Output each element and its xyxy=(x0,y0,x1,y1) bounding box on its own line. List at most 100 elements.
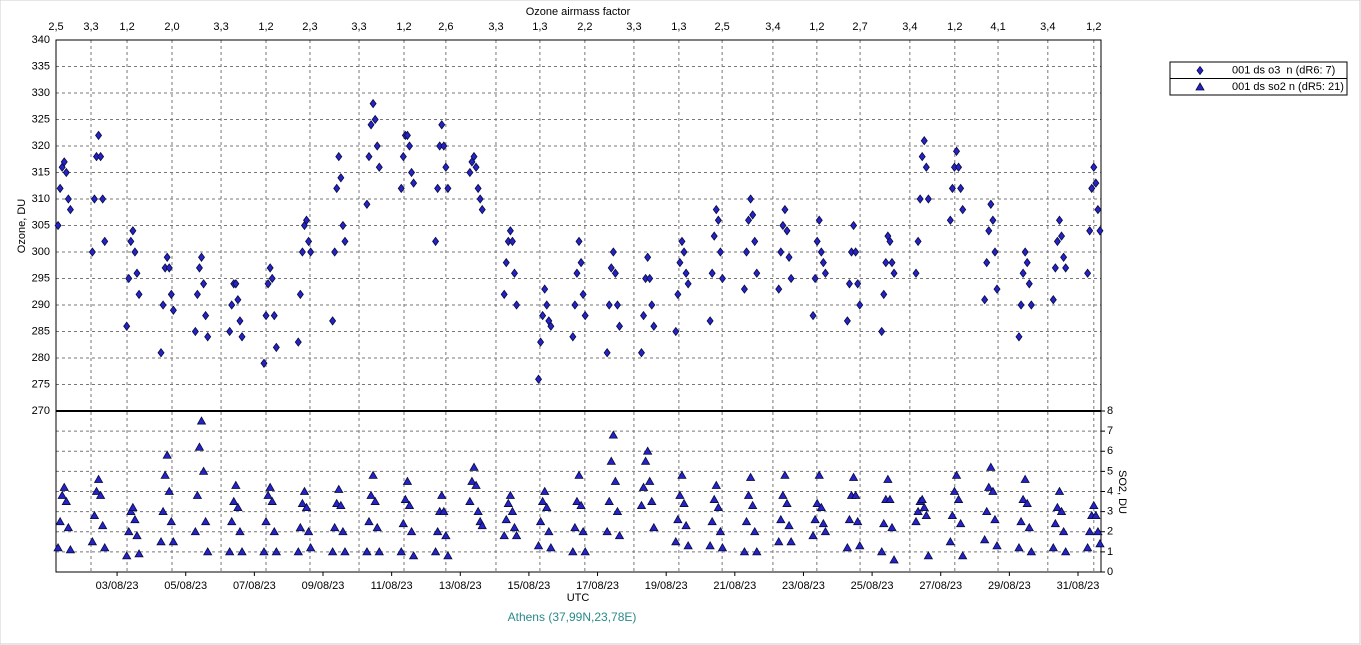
data-point xyxy=(852,516,863,526)
data-point xyxy=(957,183,965,194)
data-point xyxy=(473,506,483,516)
data-point xyxy=(535,516,546,526)
data-point xyxy=(234,295,242,305)
data-point xyxy=(268,273,276,284)
data-point xyxy=(1023,257,1031,268)
data-point xyxy=(547,321,555,331)
data-point xyxy=(1084,526,1095,536)
data-point xyxy=(987,199,995,209)
data-point xyxy=(612,506,623,516)
data-point xyxy=(439,506,449,516)
data-point xyxy=(127,236,135,247)
x2-tick-label: 3,4 xyxy=(902,21,917,33)
data-point xyxy=(1091,510,1101,520)
x2-tick-label: 3,3 xyxy=(488,21,503,33)
data-point xyxy=(266,263,274,273)
data-point xyxy=(303,526,314,536)
data-point xyxy=(198,466,209,475)
data-point xyxy=(198,252,206,262)
data-point xyxy=(546,543,556,552)
y2-tick-label: 4 xyxy=(1107,485,1113,497)
data-point xyxy=(741,516,752,526)
data-point xyxy=(924,194,932,204)
data-point xyxy=(844,514,855,524)
data-point xyxy=(375,162,383,172)
data-point xyxy=(880,289,888,300)
data-point xyxy=(1022,498,1032,507)
data-point xyxy=(1058,526,1069,536)
data-point xyxy=(705,541,715,550)
data-point xyxy=(131,247,139,257)
data-point xyxy=(265,482,275,491)
data-point xyxy=(270,310,278,321)
x2-tick-label: 2,0 xyxy=(164,21,179,33)
x-tick-label: 25/08/23 xyxy=(851,580,894,592)
data-point xyxy=(671,537,681,546)
data-point xyxy=(951,470,962,479)
y-tick-label: 285 xyxy=(32,325,50,337)
data-point xyxy=(368,470,378,479)
data-point xyxy=(507,506,518,516)
data-point xyxy=(812,498,822,507)
data-point xyxy=(917,494,927,503)
data-point xyxy=(579,289,587,300)
data-point xyxy=(848,472,859,481)
footer-label: Athens (37,99N,23,78E) xyxy=(508,610,637,624)
data-point xyxy=(169,305,177,315)
data-point xyxy=(472,162,480,172)
x2-tick-label: 2,6 xyxy=(438,21,453,33)
data-point xyxy=(1050,518,1061,528)
data-point xyxy=(165,263,173,273)
y2-tick-label: 1 xyxy=(1107,546,1113,558)
data-point xyxy=(93,474,104,483)
x-tick-label: 09/08/23 xyxy=(302,580,345,592)
x2-tick-label: 2,5 xyxy=(714,21,729,33)
x-tick-label: 05/08/23 xyxy=(164,580,207,592)
data-point xyxy=(916,194,924,204)
data-point xyxy=(606,456,616,465)
y2-tick-label: 7 xyxy=(1107,425,1113,437)
data-point xyxy=(1015,332,1023,342)
data-point xyxy=(340,547,350,556)
data-point xyxy=(681,520,691,530)
data-point xyxy=(130,514,140,524)
data-point xyxy=(64,194,72,204)
data-point xyxy=(603,348,611,358)
y-tick-label: 300 xyxy=(32,246,50,258)
data-point xyxy=(815,215,823,225)
data-point xyxy=(509,522,520,532)
data-point xyxy=(537,337,545,347)
data-point xyxy=(396,547,406,556)
x2-tick-label: 1,2 xyxy=(947,21,962,33)
data-point xyxy=(544,526,554,536)
data-point xyxy=(467,476,477,485)
data-point xyxy=(814,470,824,479)
data-point xyxy=(808,530,818,540)
data-point xyxy=(640,310,648,321)
data-point xyxy=(888,257,896,268)
data-point xyxy=(124,526,134,536)
data-point xyxy=(776,514,786,524)
y-tick-label: 320 xyxy=(32,140,50,152)
data-point xyxy=(295,522,306,532)
x2-tick-label: 1,2 xyxy=(119,21,134,33)
data-point xyxy=(441,530,451,540)
legend-marker xyxy=(1195,82,1205,91)
data-point xyxy=(231,480,241,489)
data-point xyxy=(202,310,210,321)
data-point xyxy=(1017,300,1025,310)
data-point xyxy=(882,257,890,268)
data-point xyxy=(885,494,895,503)
data-point xyxy=(575,236,583,247)
data-point xyxy=(645,476,655,485)
data-point xyxy=(122,551,132,560)
data-point xyxy=(714,215,722,225)
x-tick-label: 03/08/23 xyxy=(96,580,139,592)
data-point xyxy=(818,518,829,528)
x-tick-label: 31/08/23 xyxy=(1057,580,1100,592)
data-point xyxy=(336,500,346,509)
data-point xyxy=(56,183,64,194)
data-point xyxy=(993,284,1001,294)
